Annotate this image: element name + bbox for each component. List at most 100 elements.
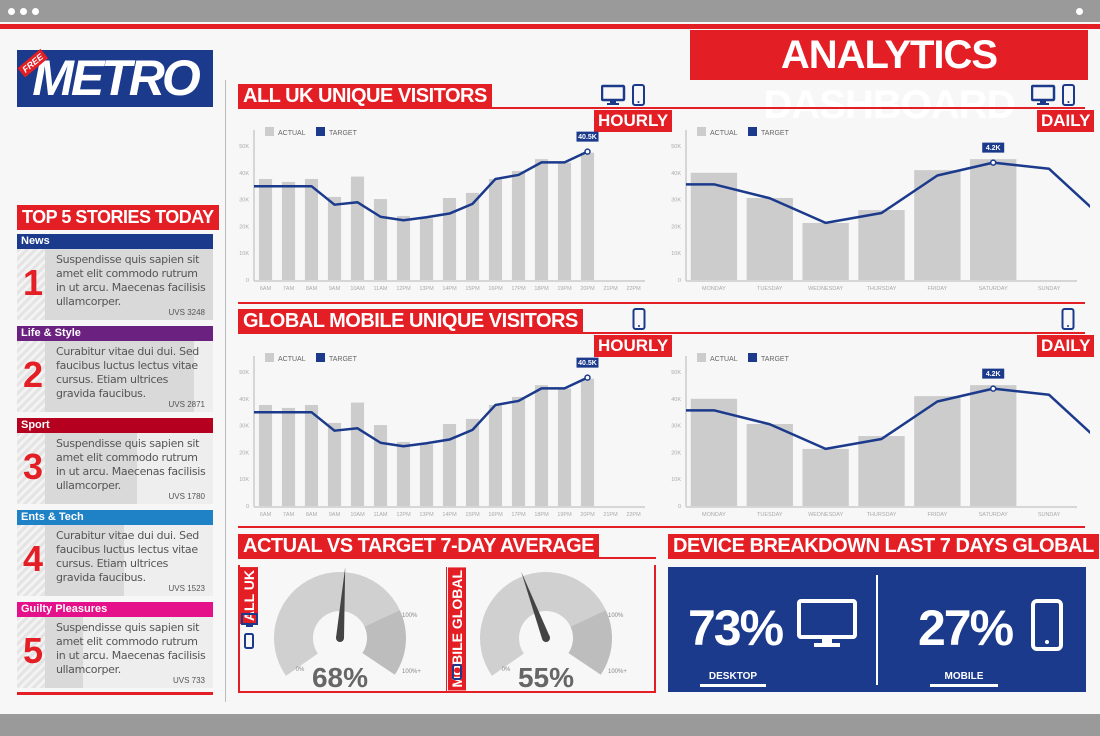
story-uvs: UVS 1523 (168, 584, 205, 593)
y-tick-label: 20K (239, 450, 249, 456)
x-tick-label: 11AM (374, 286, 388, 292)
gauge-mid-label: 100% (608, 613, 624, 619)
story-text[interactable]: Suspendisse quis sapien sit amet elit co… (56, 253, 206, 308)
x-tick-label: 19PM (557, 512, 572, 518)
y-tick-label: 30K (239, 424, 249, 430)
bar-actual (419, 444, 434, 506)
y-tick-label: 30K (239, 198, 249, 204)
bar-actual (419, 218, 434, 280)
device-divider (876, 575, 878, 685)
y-tick-label: 40K (671, 397, 681, 403)
section-rule (238, 302, 1085, 304)
section-title-uk: ALL UK UNIQUE VISITORS (238, 84, 492, 109)
y-tick-label: 20K (671, 224, 681, 230)
highlight-label: 4.2K (986, 371, 1001, 378)
x-tick-label: SATURDAY (979, 512, 1008, 518)
uk-daily-chart: ACTUAL TARGET 0 10K 20K 30K 40K 50K MONDAY TUESDA… (671, 127, 1090, 292)
story-text[interactable]: Suspendisse quis sapien sit amet elit co… (56, 437, 206, 492)
bar-actual (258, 404, 273, 506)
gauge-arc-normal (480, 572, 606, 676)
y-tick-label: 50K (239, 144, 249, 150)
target-line (254, 150, 589, 222)
section-title-average: ACTUAL VS TARGET 7-DAY AVERAGE (238, 534, 599, 559)
desktop-percent: 73% (688, 600, 784, 656)
gauge-value: 55% (518, 662, 574, 693)
bar-actual (914, 170, 961, 280)
story-uvs: UVS 1780 (168, 492, 205, 501)
x-tick-label: 17PM (511, 286, 526, 292)
bar-actual (396, 215, 411, 280)
story-text[interactable]: Curabitur vitae dui dui. Sed faucibus lu… (56, 345, 199, 400)
x-tick-label: 16PM (488, 512, 503, 518)
sidebar-title: TOP 5 STORIES TODAY (17, 205, 219, 230)
phone-icon (1031, 599, 1063, 651)
story-uvs-bar (45, 617, 83, 688)
story-item[interactable]: 2 Curabitur vitae dui dui. Sed faucibus … (17, 341, 213, 412)
story-item[interactable]: 3 Suspendisse quis sapien sit amet elit … (17, 433, 213, 504)
x-tick-label: 20PM (580, 512, 595, 518)
x-tick-label: 15PM (465, 286, 480, 292)
y-tick-label: 20K (671, 450, 681, 456)
bar-actual (557, 388, 572, 506)
hourly-tab[interactable]: HOURLY (594, 335, 673, 357)
hourly-tab[interactable]: HOURLY (594, 110, 673, 132)
gauge-divider (446, 567, 447, 692)
story-uvs-bar (45, 249, 213, 320)
x-tick-label: 11AM (374, 512, 388, 518)
story-uvs-bar (45, 341, 194, 412)
legend-label-target: TARGET (761, 356, 790, 363)
story-category[interactable]: Sport (17, 418, 213, 433)
bar-actual (488, 404, 503, 506)
window-dot[interactable] (8, 8, 15, 15)
daily-tab[interactable]: DAILY (1037, 110, 1095, 132)
monitor-icon (797, 599, 857, 647)
x-tick-label: SUNDAY (1038, 512, 1061, 518)
uk-hourly-chart: ACTUAL TARGET 0 10K 20K 30K 40K 50K 6AM 7AM 8AM 9AM… (239, 127, 645, 292)
story-uvs-bar (45, 433, 138, 504)
story-category[interactable]: Ents & Tech (17, 510, 213, 525)
bar-actual (281, 181, 296, 280)
highlight-point (989, 159, 997, 166)
story-category[interactable]: Life & Style (17, 326, 213, 341)
story-text[interactable]: Curabitur vitae dui dui. Sed faucibus lu… (56, 529, 199, 584)
bar-actual (304, 178, 319, 280)
gauge-arc-over (362, 610, 406, 675)
daily-tab[interactable]: DAILY (1037, 335, 1095, 357)
x-tick-label: 10AM (350, 286, 365, 292)
x-tick-label: 18PM (534, 286, 549, 292)
gauge-arc-over (568, 610, 612, 675)
y-tick-label: 0 (678, 278, 681, 284)
gauge-uk: 0% 100% 100%+ 68% (274, 567, 421, 693)
bar-actual (690, 172, 738, 280)
window-footer (0, 714, 1100, 736)
bar-actual (580, 378, 595, 506)
x-tick-label: 12PM (396, 512, 411, 518)
window-dot[interactable] (1076, 8, 1083, 15)
section-title-mobile: GLOBAL MOBILE UNIQUE VISITORS (238, 309, 583, 334)
story-text[interactable]: Suspendisse quis sapien sit amet elit co… (56, 621, 206, 676)
y-tick-label: 50K (671, 144, 681, 150)
bar-actual (802, 222, 849, 280)
story-uvs: UVS 733 (172, 676, 205, 685)
window-dot[interactable] (20, 8, 27, 15)
section-rule (238, 557, 656, 559)
window-dot[interactable] (32, 8, 39, 15)
legend-swatch-target (748, 127, 757, 136)
y-tick-label: 10K (239, 477, 249, 483)
story-uvs: UVS 3248 (168, 308, 205, 317)
story-category[interactable]: News (17, 234, 213, 249)
legend-label-actual: ACTUAL (278, 356, 306, 363)
y-tick-label: 40K (239, 397, 249, 403)
x-tick-label: WEDNESDAY (808, 286, 843, 292)
story-item[interactable]: 5 Suspendisse quis sapien sit amet elit … (17, 617, 213, 688)
bar-actual (746, 197, 793, 280)
x-tick-label: 12PM (396, 286, 411, 292)
story-item[interactable]: 1 Suspendisse quis sapien sit amet elit … (17, 249, 213, 320)
desktop-label: DESKTOP (700, 670, 766, 687)
metro-logo: FREE METRO (17, 48, 213, 107)
story-category[interactable]: Guilty Pleasures (17, 602, 213, 617)
story-item[interactable]: 4 Curabitur vitae dui dui. Sed faucibus … (17, 525, 213, 596)
story-stripe (17, 525, 45, 596)
y-tick-label: 50K (239, 370, 249, 376)
phone-icon (1061, 308, 1075, 330)
